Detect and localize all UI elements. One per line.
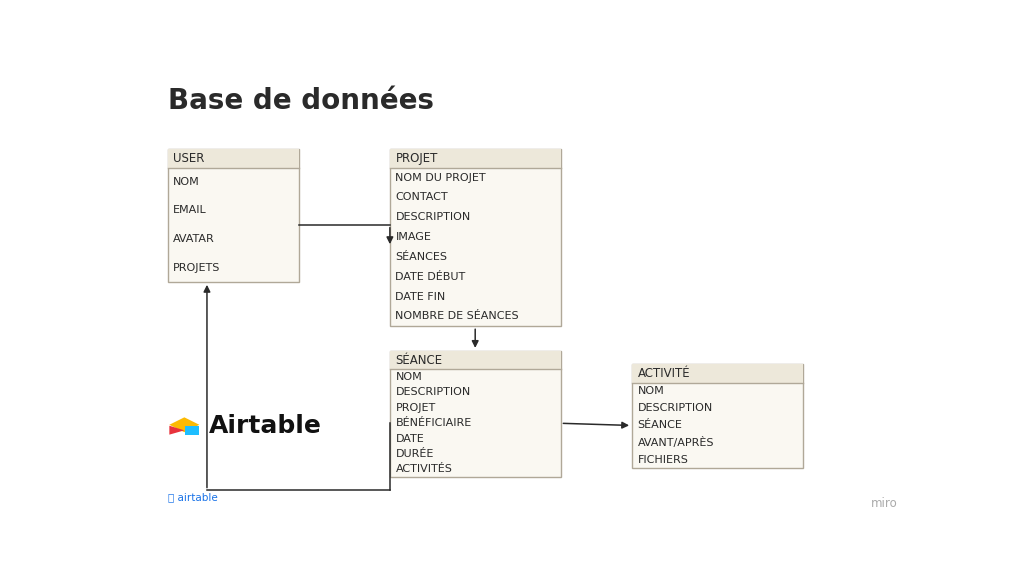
Bar <box>168 149 299 282</box>
Text: SÉANCE: SÉANCE <box>638 420 682 430</box>
Text: SÉANCE: SÉANCE <box>395 354 442 366</box>
Text: PROJETS: PROJETS <box>173 263 220 272</box>
Text: PROJET: PROJET <box>395 151 438 165</box>
Bar <box>390 149 560 327</box>
Text: DATE: DATE <box>395 434 424 444</box>
Bar <box>390 351 560 477</box>
Bar <box>185 426 199 435</box>
Text: DATE DÉBUT: DATE DÉBUT <box>395 272 466 282</box>
Text: FICHIERS: FICHIERS <box>638 454 688 465</box>
Text: DESCRIPTION: DESCRIPTION <box>638 403 713 414</box>
Text: miro: miro <box>871 497 898 510</box>
Text: 🖼 airtable: 🖼 airtable <box>168 492 217 502</box>
Text: NOM DU PROJET: NOM DU PROJET <box>395 172 486 183</box>
Text: NOM: NOM <box>173 177 200 187</box>
Text: NOMBRE DE SÉANCES: NOMBRE DE SÉANCES <box>395 312 519 321</box>
Text: Airtable: Airtable <box>209 414 323 438</box>
Bar <box>390 149 560 168</box>
Bar <box>168 149 299 168</box>
Bar <box>632 364 803 382</box>
Text: DATE FIN: DATE FIN <box>395 291 445 302</box>
Polygon shape <box>169 418 200 432</box>
Polygon shape <box>169 426 184 435</box>
Text: ACTIVITÉS: ACTIVITÉS <box>395 464 453 475</box>
Text: AVATAR: AVATAR <box>173 234 215 244</box>
Bar <box>632 364 803 468</box>
Text: ACTIVITÉ: ACTIVITÉ <box>638 367 690 380</box>
Text: EMAIL: EMAIL <box>173 206 207 215</box>
Text: PROJET: PROJET <box>395 403 435 413</box>
Text: NOM: NOM <box>638 386 665 396</box>
Text: Base de données: Base de données <box>168 87 434 115</box>
Text: BÉNÉFICIAIRE: BÉNÉFICIAIRE <box>395 418 472 429</box>
Text: USER: USER <box>173 151 205 165</box>
Text: CONTACT: CONTACT <box>395 192 449 202</box>
Text: DESCRIPTION: DESCRIPTION <box>395 212 471 222</box>
Text: AVANT/APRÈS: AVANT/APRÈS <box>638 437 714 448</box>
Text: NOM: NOM <box>395 372 422 382</box>
Text: DESCRIPTION: DESCRIPTION <box>395 388 471 397</box>
Text: IMAGE: IMAGE <box>395 232 431 242</box>
Bar <box>390 351 560 369</box>
Text: DURÉE: DURÉE <box>395 449 434 459</box>
Text: SÉANCES: SÉANCES <box>395 252 447 262</box>
